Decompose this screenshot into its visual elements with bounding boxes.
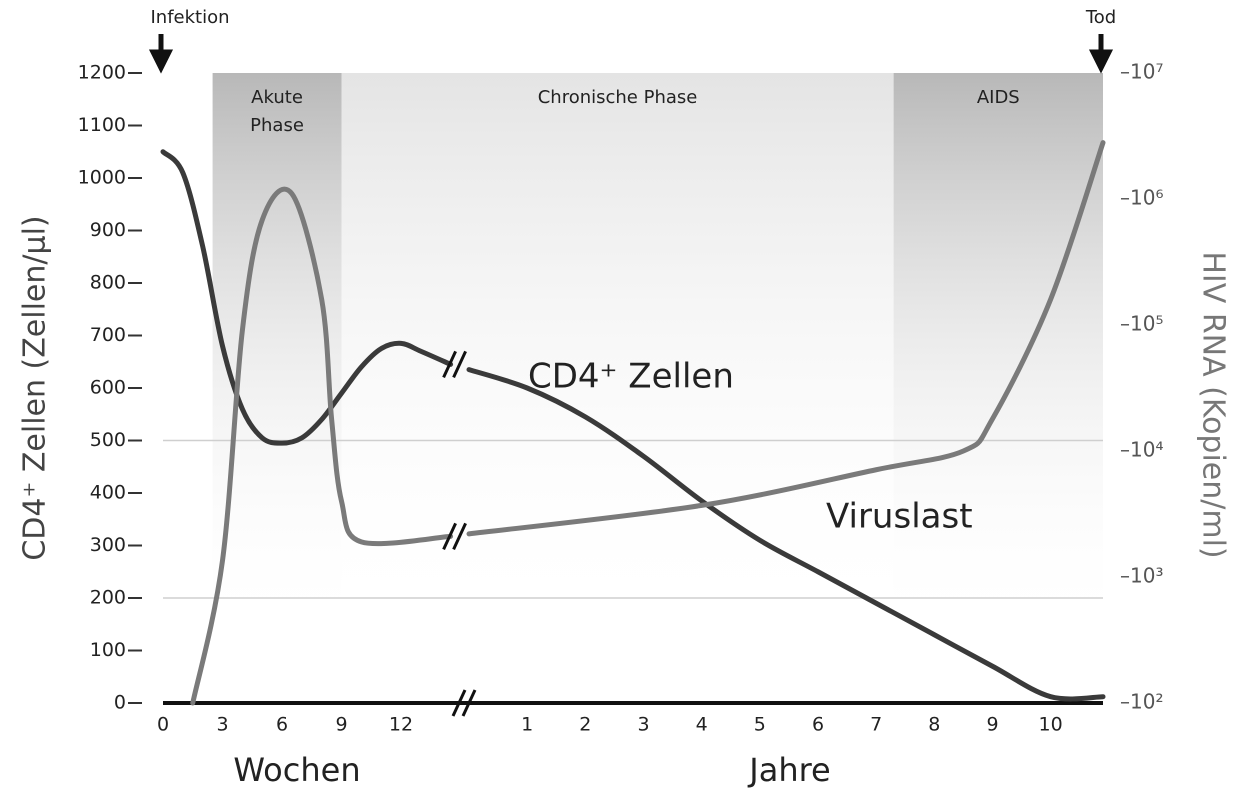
x-tick-label: 1 bbox=[521, 714, 533, 736]
y2-tick-label: –10⁴ bbox=[1120, 438, 1163, 462]
phase-label: Chronische Phase bbox=[538, 87, 698, 108]
series-label: CD4⁺ Zellen bbox=[528, 357, 734, 397]
y2-tick-label: –10² bbox=[1120, 690, 1163, 714]
y2-tick-label: –10⁷ bbox=[1120, 60, 1163, 84]
y-tick-label: 600 bbox=[90, 377, 126, 399]
y-tick-label: 700 bbox=[90, 324, 126, 346]
series-label: Viruslast bbox=[826, 497, 973, 537]
x-tick-label: 6 bbox=[276, 714, 288, 736]
y2-tick-label: –10³ bbox=[1120, 564, 1163, 588]
y2-axis-label: HIV RNA (Kopien/ml) bbox=[1196, 251, 1231, 558]
x-tick-label: 0 bbox=[157, 714, 169, 736]
annotation: Tod bbox=[1085, 7, 1116, 28]
phase-label: AIDS bbox=[977, 87, 1020, 108]
y-tick-label: 400 bbox=[90, 482, 126, 504]
x-tick-label: 12 bbox=[389, 714, 413, 736]
y-tick-label: 300 bbox=[90, 534, 126, 556]
x-tick-label: 7 bbox=[870, 714, 882, 736]
series-line bbox=[160, 149, 454, 446]
series-line bbox=[190, 186, 454, 706]
phase-band bbox=[893, 73, 1103, 633]
axis-break bbox=[451, 689, 467, 717]
phase-band bbox=[212, 73, 342, 633]
x-tick-label: 9 bbox=[986, 714, 998, 736]
axis-break bbox=[452, 522, 467, 551]
y-tick-label: 0 bbox=[114, 692, 126, 714]
y-tick-label: 900 bbox=[90, 219, 126, 241]
x-tick-label: 2 bbox=[579, 714, 591, 736]
series-line bbox=[466, 367, 1106, 702]
axis-break bbox=[461, 689, 477, 717]
axis-break bbox=[442, 350, 457, 379]
annotation: Infektion bbox=[150, 7, 229, 28]
y-tick-label: 100 bbox=[90, 639, 126, 661]
y-tick-label: 200 bbox=[90, 587, 126, 609]
x-segment-label: Jahre bbox=[747, 751, 830, 789]
x-tick-label: 3 bbox=[637, 714, 649, 736]
x-segment-label: Wochen bbox=[233, 751, 360, 789]
axis-break bbox=[452, 350, 467, 379]
phase-label: Akute bbox=[251, 87, 303, 108]
phase-label: Phase bbox=[250, 115, 304, 136]
y-axis-label: CD4⁺ Zellen (Zellen/µl) bbox=[18, 215, 53, 560]
x-tick-label: 3 bbox=[216, 714, 228, 736]
annotation-arrow bbox=[148, 34, 174, 74]
y-tick-label: 1100 bbox=[78, 114, 126, 136]
y-tick-label: 500 bbox=[90, 429, 126, 451]
y-tick-label: 800 bbox=[90, 272, 126, 294]
x-tick-label: 6 bbox=[812, 714, 824, 736]
axis-break bbox=[442, 522, 457, 551]
annotation-arrow bbox=[1088, 34, 1114, 74]
x-tick-label: 9 bbox=[335, 714, 347, 736]
y2-tick-label: –10⁶ bbox=[1120, 186, 1163, 210]
series-line bbox=[466, 140, 1106, 537]
x-tick-label: 10 bbox=[1039, 714, 1063, 736]
x-tick-label: 4 bbox=[696, 714, 708, 736]
y2-tick-label: –10⁵ bbox=[1120, 312, 1163, 336]
x-tick-label: 5 bbox=[754, 714, 766, 736]
x-tick-label: 8 bbox=[928, 714, 940, 736]
y-tick-label: 1000 bbox=[78, 167, 126, 189]
y-tick-label: 1200 bbox=[78, 62, 126, 84]
